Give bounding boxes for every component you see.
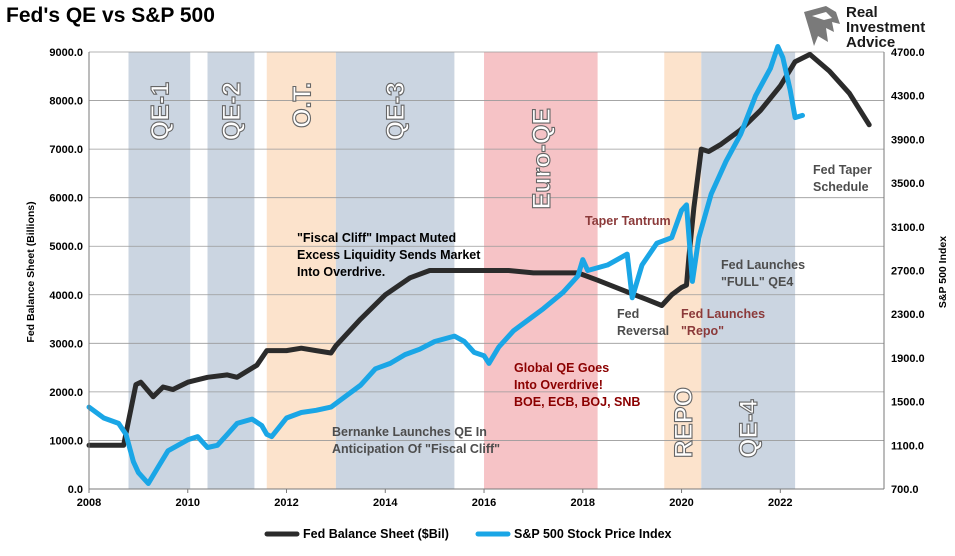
y-axis-right-label: S&P 500 Index — [937, 236, 949, 308]
annotation-line: Global QE Goes — [514, 361, 609, 375]
y-left-tick-label: 5000.0 — [49, 241, 83, 253]
annotation-line: Into Overdrive! — [514, 378, 603, 392]
policy-bands — [128, 52, 796, 489]
x-tick-label: 2020 — [669, 497, 693, 509]
y-left-tick-label: 4000.0 — [49, 290, 83, 302]
series-line-sp500 — [86, 44, 805, 486]
band-qe-1 — [128, 52, 191, 489]
logo-line-2: Investment — [846, 19, 926, 36]
y-right-tick-label: 3500.0 — [891, 178, 925, 190]
annotation-line: BOE, ECB, BOJ, SNB — [514, 395, 640, 409]
legend: Fed Balance Sheet ($Bil) S&P 500 Stock Pr… — [264, 527, 672, 541]
band-label: QE-1 — [146, 82, 174, 140]
band-label: O.T. — [288, 82, 316, 128]
annotation-line: Reversal — [617, 324, 669, 338]
logo-text: Real Investment Advice — [846, 5, 925, 50]
eagle-head-icon — [804, 6, 840, 46]
y-right-tick-label: 3900.0 — [891, 134, 925, 146]
y-axis-left-label: Fed Balance Sheet (Billions) — [25, 201, 37, 342]
x-tick-label: 2012 — [274, 497, 298, 509]
x-tick-label: 2018 — [571, 497, 595, 509]
legend-label: S&P 500 Stock Price Index — [514, 527, 672, 541]
band-label: QE-3 — [382, 82, 410, 140]
annotation-line: Into Overdrive. — [297, 265, 385, 279]
annotations: "Fiscal Cliff" Impact Muted Excess Liquid… — [297, 163, 872, 456]
y-right-tick-label: 3100.0 — [891, 222, 925, 234]
x-tick-label: 2016 — [472, 497, 496, 509]
y-right-tick-label: 2700.0 — [891, 266, 925, 278]
annotation-line: "FULL" QE4 — [721, 275, 793, 289]
y-left-tick-label: 3000.0 — [49, 338, 83, 350]
band-label: QE-4 — [735, 400, 763, 458]
chart-title: Fed's QE vs S&P 500 — [6, 4, 215, 27]
series-lines — [86, 44, 872, 486]
y-right-tick-label: 1900.0 — [891, 353, 925, 365]
x-tick-label: 2022 — [768, 497, 792, 509]
annotation-line: Fed Launches — [721, 258, 805, 272]
y-right-tick-label: 4300.0 — [891, 91, 925, 103]
y-right-tick-label: 700.0 — [891, 484, 919, 496]
annotation-line: "Fiscal Cliff" Impact Muted — [297, 231, 456, 245]
y-left-tick-label: 0.0 — [68, 484, 83, 496]
annotation-line: "Repo" — [681, 324, 724, 338]
annotation: Global QE Goes Into Overdrive! BOE, ECB, B… — [514, 361, 640, 409]
annotation-line: Fed — [617, 307, 639, 321]
logo: Real Investment Advice — [796, 2, 946, 50]
logo-line-3: Advice — [846, 34, 896, 51]
y-left-tick-label: 1000.0 — [49, 435, 83, 447]
y-left-tick-label: 6000.0 — [49, 193, 83, 205]
annotation-line: Anticipation Of "Fiscal Cliff" — [332, 442, 500, 456]
band-qe-2 — [207, 52, 255, 489]
annotation: Fed Launches "FULL" QE4 — [721, 258, 805, 289]
y-right-tick-label: 2300.0 — [891, 309, 925, 321]
band-o-t- — [266, 52, 336, 489]
annotation: Fed Taper Schedule — [813, 163, 872, 194]
axes: 0.0 1000.0 2000.0 3000.0 4000.0 5000.0 6000.0 7… — [49, 47, 924, 509]
x-tick-label: 2008 — [77, 497, 101, 509]
y-left-tick-label: 7000.0 — [49, 144, 83, 156]
band-label: QE-2 — [218, 82, 246, 140]
annotation: Bernanke Launches QE In Anticipation Of "… — [332, 425, 500, 456]
annotation-line: Fed Taper — [813, 163, 872, 177]
y-right-tick-label: 1500.0 — [891, 397, 925, 409]
annotation: Fed Reversal — [617, 307, 669, 338]
annotation-line: Bernanke Launches QE In — [332, 425, 487, 439]
annotation-line: Taper Tantrum — [585, 214, 671, 228]
band-labels: QE-1 QE-2 O.T. QE-3 Euro-QE REPO QE-4 — [146, 81, 764, 458]
legend-label: Fed Balance Sheet ($Bil) — [303, 527, 449, 541]
y-right-tick-label: 1100.0 — [891, 440, 924, 452]
y-left-tick-label: 9000.0 — [49, 47, 83, 59]
annotation-line: Schedule — [813, 180, 869, 194]
band-label: Euro-QE — [528, 108, 556, 209]
annotation-line: Excess Liquidity Sends Market — [297, 248, 481, 262]
y-left-tick-label: 8000.0 — [49, 96, 83, 108]
y-right-tick-label: 4700.0 — [891, 47, 925, 59]
annotation: "Fiscal Cliff" Impact Muted Excess Liquid… — [297, 231, 481, 279]
x-tick-label: 2010 — [176, 497, 200, 509]
band-label: REPO — [670, 387, 698, 458]
x-tick-label: 2014 — [373, 497, 398, 509]
series-line-fed-balance-sheet — [86, 51, 872, 448]
annotation-line: Fed Launches — [681, 307, 765, 321]
annotation: Fed Launches "Repo" — [681, 307, 765, 338]
y-left-tick-label: 2000.0 — [49, 387, 83, 399]
logo-line-1: Real — [846, 4, 878, 21]
annotation: Taper Tantrum — [585, 214, 671, 228]
